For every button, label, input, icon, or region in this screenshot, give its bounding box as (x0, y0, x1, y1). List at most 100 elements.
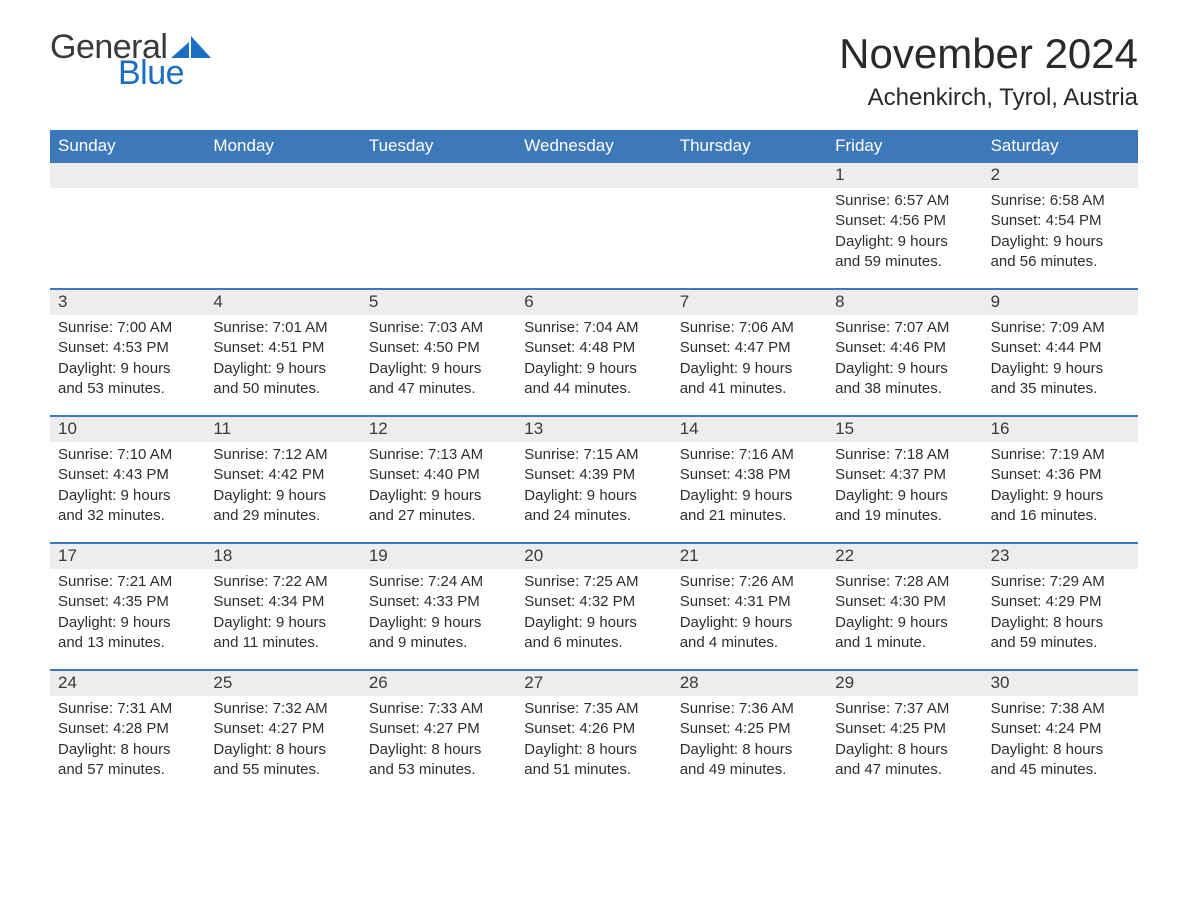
day-detail-cell: Sunrise: 7:29 AMSunset: 4:29 PMDaylight:… (983, 569, 1138, 669)
sunset-text: Sunset: 4:34 PM (213, 592, 352, 612)
day-number: 4 (205, 290, 360, 315)
day-detail-cell: Sunrise: 7:03 AMSunset: 4:50 PMDaylight:… (361, 315, 516, 415)
weekday-header: Thursday (672, 130, 827, 163)
sunset-text: Sunset: 4:32 PM (524, 592, 663, 612)
sunset-text: Sunset: 4:27 PM (369, 719, 508, 739)
daylight1-text: Daylight: 9 hours (680, 359, 819, 379)
day-number: 2 (983, 163, 1138, 188)
day-detail-cell: Sunrise: 7:31 AMSunset: 4:28 PMDaylight:… (50, 696, 205, 796)
daylight2-text: and 47 minutes. (835, 760, 974, 780)
day-number: 30 (983, 671, 1138, 696)
sunrise-text: Sunrise: 7:01 AM (213, 318, 352, 338)
day-number: 8 (827, 290, 982, 315)
sunset-text: Sunset: 4:47 PM (680, 338, 819, 358)
day-number: 17 (50, 544, 205, 569)
sunset-text: Sunset: 4:40 PM (369, 465, 508, 485)
sunset-text: Sunset: 4:30 PM (835, 592, 974, 612)
daylight2-text: and 19 minutes. (835, 506, 974, 526)
sunset-text: Sunset: 4:29 PM (991, 592, 1130, 612)
sunrise-text: Sunrise: 7:18 AM (835, 445, 974, 465)
day-detail-cell: Sunrise: 6:58 AMSunset: 4:54 PMDaylight:… (983, 188, 1138, 288)
day-number-row: 3456789 (50, 288, 1138, 315)
day-number: 14 (672, 417, 827, 442)
day-detail-cell (205, 188, 360, 288)
sunrise-text: Sunrise: 7:13 AM (369, 445, 508, 465)
daylight1-text: Daylight: 9 hours (835, 486, 974, 506)
day-detail-cell: Sunrise: 7:21 AMSunset: 4:35 PMDaylight:… (50, 569, 205, 669)
sunset-text: Sunset: 4:39 PM (524, 465, 663, 485)
day-detail-cell: Sunrise: 7:37 AMSunset: 4:25 PMDaylight:… (827, 696, 982, 796)
daylight2-text: and 35 minutes. (991, 379, 1130, 399)
daylight2-text: and 13 minutes. (58, 633, 197, 653)
day-number (672, 163, 827, 188)
sunrise-text: Sunrise: 7:19 AM (991, 445, 1130, 465)
daylight2-text: and 1 minute. (835, 633, 974, 653)
day-number (205, 163, 360, 188)
sunrise-text: Sunrise: 7:29 AM (991, 572, 1130, 592)
sunrise-text: Sunrise: 7:36 AM (680, 699, 819, 719)
day-detail-cell (672, 188, 827, 288)
daylight1-text: Daylight: 8 hours (369, 740, 508, 760)
day-detail-cell: Sunrise: 7:36 AMSunset: 4:25 PMDaylight:… (672, 696, 827, 796)
day-number: 1 (827, 163, 982, 188)
sunrise-text: Sunrise: 7:35 AM (524, 699, 663, 719)
sunrise-text: Sunrise: 7:16 AM (680, 445, 819, 465)
day-detail-row: Sunrise: 7:31 AMSunset: 4:28 PMDaylight:… (50, 696, 1138, 796)
sunset-text: Sunset: 4:38 PM (680, 465, 819, 485)
day-detail-cell: Sunrise: 7:13 AMSunset: 4:40 PMDaylight:… (361, 442, 516, 542)
sunrise-text: Sunrise: 7:28 AM (835, 572, 974, 592)
daylight1-text: Daylight: 9 hours (58, 486, 197, 506)
daylight2-text: and 27 minutes. (369, 506, 508, 526)
daylight1-text: Daylight: 8 hours (991, 740, 1130, 760)
daylight1-text: Daylight: 9 hours (680, 613, 819, 633)
daylight1-text: Daylight: 9 hours (524, 486, 663, 506)
daylight2-text: and 21 minutes. (680, 506, 819, 526)
daylight1-text: Daylight: 9 hours (369, 486, 508, 506)
daylight2-text: and 57 minutes. (58, 760, 197, 780)
daylight2-text: and 47 minutes. (369, 379, 508, 399)
daylight1-text: Daylight: 9 hours (835, 613, 974, 633)
sunset-text: Sunset: 4:43 PM (58, 465, 197, 485)
sunrise-text: Sunrise: 7:25 AM (524, 572, 663, 592)
daylight1-text: Daylight: 9 hours (213, 613, 352, 633)
day-detail-cell: Sunrise: 7:10 AMSunset: 4:43 PMDaylight:… (50, 442, 205, 542)
day-number (361, 163, 516, 188)
day-detail-cell: Sunrise: 7:16 AMSunset: 4:38 PMDaylight:… (672, 442, 827, 542)
daylight2-text: and 6 minutes. (524, 633, 663, 653)
daylight2-text: and 16 minutes. (991, 506, 1130, 526)
day-number: 10 (50, 417, 205, 442)
sunrise-text: Sunrise: 7:22 AM (213, 572, 352, 592)
day-detail-cell: Sunrise: 7:06 AMSunset: 4:47 PMDaylight:… (672, 315, 827, 415)
day-number (50, 163, 205, 188)
daylight1-text: Daylight: 8 hours (991, 613, 1130, 633)
day-detail-cell: Sunrise: 7:24 AMSunset: 4:33 PMDaylight:… (361, 569, 516, 669)
month-title: November 2024 (839, 30, 1138, 78)
day-number: 6 (516, 290, 671, 315)
daylight2-text: and 29 minutes. (213, 506, 352, 526)
daylight1-text: Daylight: 8 hours (213, 740, 352, 760)
day-detail-cell: Sunrise: 7:18 AMSunset: 4:37 PMDaylight:… (827, 442, 982, 542)
day-number: 18 (205, 544, 360, 569)
daylight2-text: and 51 minutes. (524, 760, 663, 780)
day-number: 7 (672, 290, 827, 315)
day-number (516, 163, 671, 188)
day-number: 27 (516, 671, 671, 696)
sunset-text: Sunset: 4:48 PM (524, 338, 663, 358)
daylight2-text: and 50 minutes. (213, 379, 352, 399)
day-number: 12 (361, 417, 516, 442)
sunrise-text: Sunrise: 7:10 AM (58, 445, 197, 465)
sunrise-text: Sunrise: 7:32 AM (213, 699, 352, 719)
sunrise-text: Sunrise: 7:04 AM (524, 318, 663, 338)
calendar: Sunday Monday Tuesday Wednesday Thursday… (50, 130, 1138, 796)
sunset-text: Sunset: 4:26 PM (524, 719, 663, 739)
daylight1-text: Daylight: 9 hours (213, 486, 352, 506)
daylight2-text: and 59 minutes. (991, 633, 1130, 653)
day-number: 16 (983, 417, 1138, 442)
logo-text-blue: Blue (118, 56, 211, 90)
daylight1-text: Daylight: 9 hours (369, 359, 508, 379)
daylight1-text: Daylight: 9 hours (213, 359, 352, 379)
sunset-text: Sunset: 4:51 PM (213, 338, 352, 358)
daylight2-text: and 44 minutes. (524, 379, 663, 399)
daylight1-text: Daylight: 9 hours (680, 486, 819, 506)
sunrise-text: Sunrise: 7:24 AM (369, 572, 508, 592)
